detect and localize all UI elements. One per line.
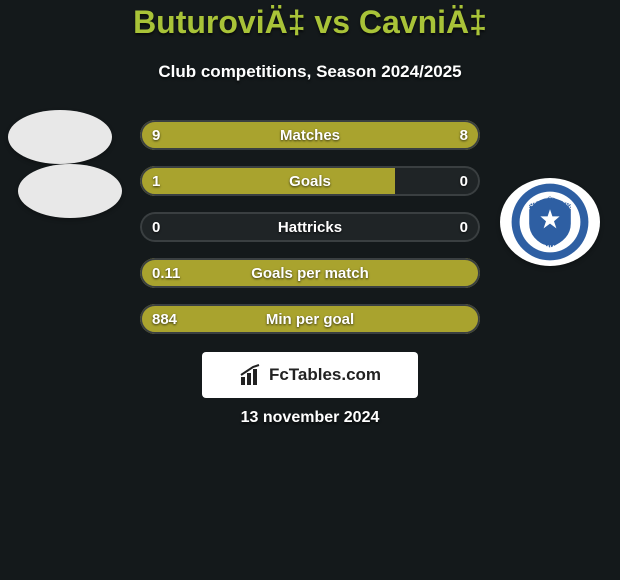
bar-label: Goals per match	[140, 258, 480, 288]
bar-row: 0.11Goals per match	[140, 258, 480, 288]
bar-value-right: 0	[460, 166, 468, 196]
bar-row: 884Min per goal	[140, 304, 480, 334]
player-avatar-left-2	[18, 164, 122, 218]
date-text: 13 november 2024	[0, 409, 620, 427]
bar-value-right: 8	[460, 120, 468, 150]
bar-row: 0Hattricks0	[140, 212, 480, 242]
comparison-bars: 9Matches81Goals00Hattricks00.11Goals per…	[140, 120, 480, 350]
bar-value-right: 0	[460, 212, 468, 242]
club-badge-right: FUDBALSKI KLUB FOOTBALL CLUB	[500, 178, 600, 266]
bar-row: 1Goals0	[140, 166, 480, 196]
logo-text: FcTables.com	[269, 365, 381, 385]
bar-label: Goals	[140, 166, 480, 196]
bar-row: 9Matches8	[140, 120, 480, 150]
bar-label: Matches	[140, 120, 480, 150]
page-title: ButuroviÄ‡ vs CavniÄ‡	[0, 4, 620, 41]
bar-label: Min per goal	[140, 304, 480, 334]
subtitle: Club competitions, Season 2024/2025	[0, 62, 620, 82]
fctables-logo: FcTables.com	[202, 352, 418, 398]
bar-chart-icon	[239, 363, 263, 387]
bar-label: Hattricks	[140, 212, 480, 242]
player-avatar-left-1	[8, 110, 112, 164]
